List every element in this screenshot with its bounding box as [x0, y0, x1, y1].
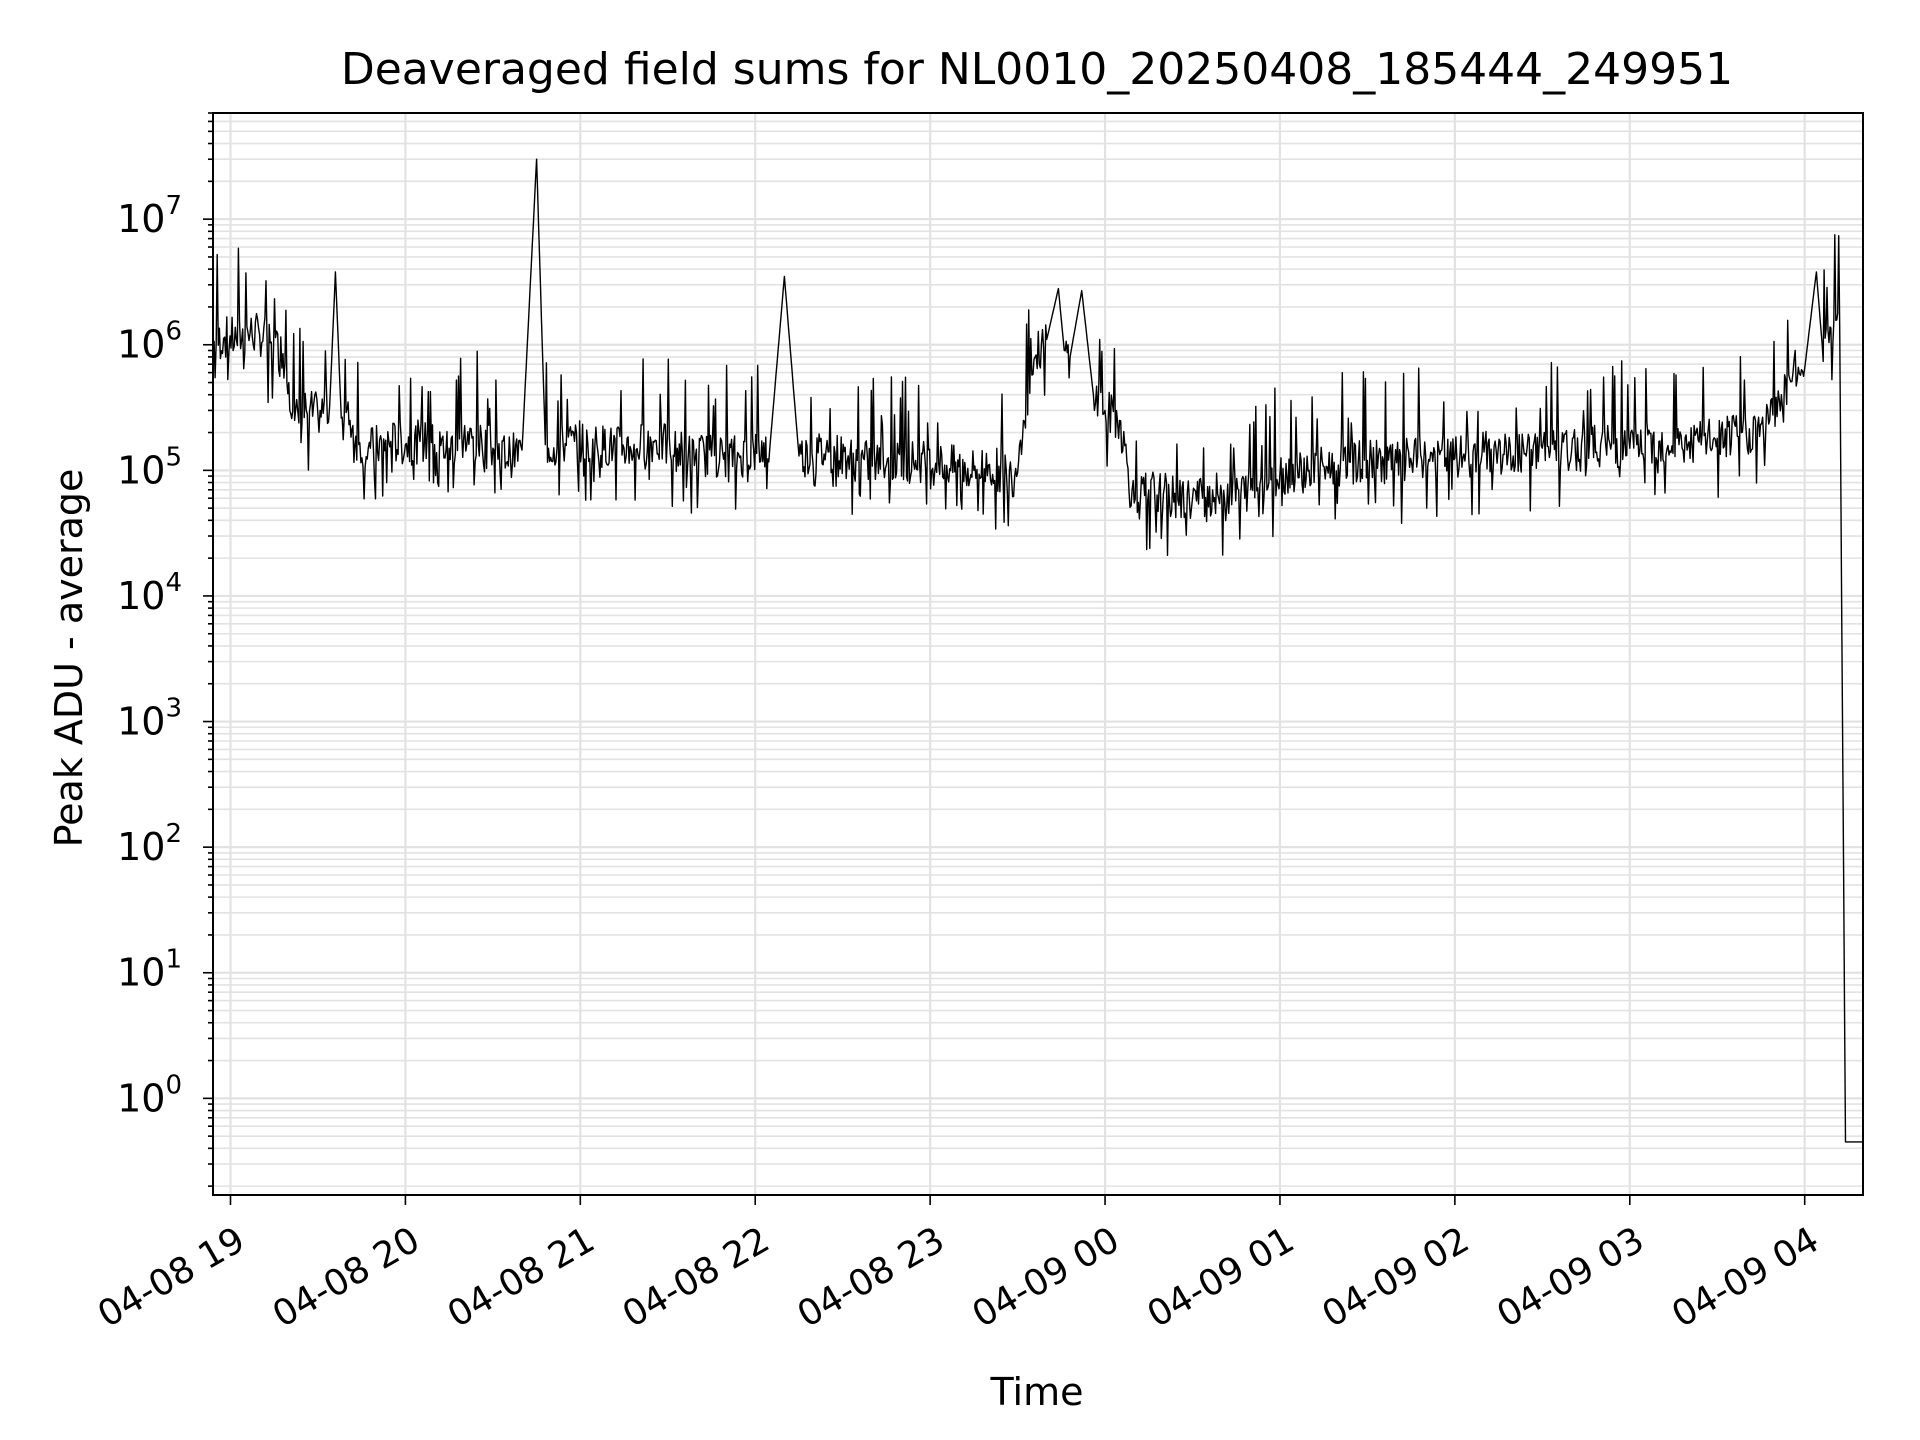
- x-tick-label: 04-09 02: [1315, 1219, 1476, 1335]
- y-tick-label: 101: [117, 945, 182, 995]
- x-tick-label: 04-09 04: [1665, 1219, 1826, 1335]
- x-axis: 04-08 19 04-08 20 04-08 21 04-08 22 04-08 23…: [91, 1195, 1826, 1336]
- y-tick-exponent: 3: [165, 694, 182, 724]
- y-tick-label: 103: [117, 694, 182, 744]
- y-tick-exponent: 5: [165, 442, 182, 472]
- y-tick-exponent: 0: [165, 1070, 182, 1100]
- y-tick-label: 105: [117, 442, 182, 492]
- y-tick-label: 106: [117, 317, 182, 367]
- series-layer: [212, 158, 1863, 1143]
- x-tick-label: 04-08 19: [91, 1219, 252, 1335]
- y-tick-exponent: 1: [165, 945, 182, 975]
- y-tick-exponent: 6: [165, 317, 182, 347]
- y-tick-base: 10: [117, 448, 165, 492]
- y-tick-base: 10: [117, 951, 165, 995]
- y-tick-exponent: 7: [165, 191, 182, 221]
- x-tick-label: 04-09 00: [966, 1219, 1127, 1335]
- x-tick-label: 04-09 03: [1490, 1219, 1651, 1335]
- x-tick-label: 04-09 01: [1141, 1219, 1302, 1335]
- y-tick-base: 10: [117, 197, 165, 241]
- y-tick-label: 100: [117, 1070, 182, 1120]
- grid: [213, 112, 1863, 1195]
- y-tick-base: 10: [117, 700, 165, 744]
- y-tick-base: 10: [117, 574, 165, 618]
- y-tick-label: 102: [117, 819, 182, 869]
- x-axis-label: Time: [990, 1370, 1084, 1414]
- y-axis-label: Peak ADU - average: [47, 469, 91, 848]
- x-tick-label: 04-08 21: [441, 1219, 602, 1335]
- series-line: [212, 158, 1863, 1143]
- x-tick-label: 04-08 20: [266, 1219, 427, 1335]
- y-tick-base: 10: [117, 825, 165, 869]
- y-tick-base: 10: [117, 323, 165, 367]
- y-tick-exponent: 2: [165, 819, 182, 849]
- y-tick-base: 10: [117, 1076, 165, 1120]
- x-tick-label: 04-08 23: [791, 1219, 952, 1335]
- chart-title: Deaveraged field sums for NL0010_2025040…: [341, 44, 1733, 95]
- y-tick-label: 107: [117, 191, 182, 241]
- y-tick-label: 104: [117, 568, 182, 618]
- plot-frame: [212, 112, 1864, 1196]
- x-tick-label: 04-08 22: [616, 1219, 777, 1335]
- y-tick-exponent: 4: [165, 568, 182, 598]
